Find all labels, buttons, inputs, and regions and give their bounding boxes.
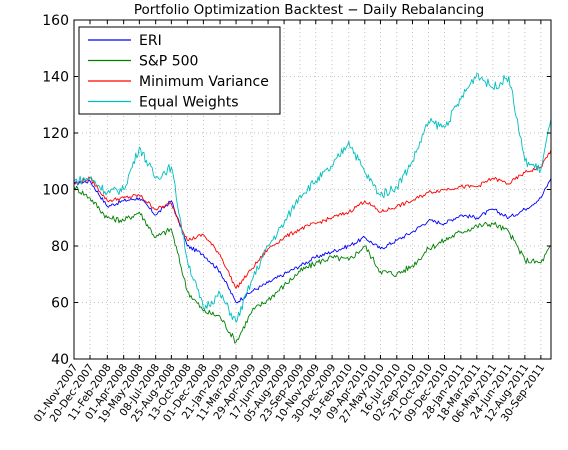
legend-label: ERI [139,33,162,49]
series-lines [73,73,552,344]
legend-label: S&P 500 [139,54,198,70]
chart-title: Portfolio Optimization Backtest − Daily … [134,2,484,18]
series-line-0 [73,178,552,304]
y-tick-label: 40 [51,352,69,368]
legend: ERI S&P 500 Minimum Variance Equal Weights [78,26,281,115]
y-tick-label: 160 [42,13,69,29]
y-tick-label: 120 [42,126,69,142]
series-line-3 [73,73,552,323]
legend-box [78,26,281,115]
series-line-1 [73,185,552,344]
series-line-2 [73,149,552,289]
y-tick-label: 80 [51,239,69,255]
legend-label: Equal Weights [139,95,239,111]
axes: 40608010012014016001-Nov-200720-Dec-2007… [32,13,552,425]
y-tick-label: 60 [51,296,69,312]
legend-label: Minimum Variance [139,74,269,90]
y-tick-label: 140 [42,70,69,86]
y-tick-label: 100 [42,183,69,199]
